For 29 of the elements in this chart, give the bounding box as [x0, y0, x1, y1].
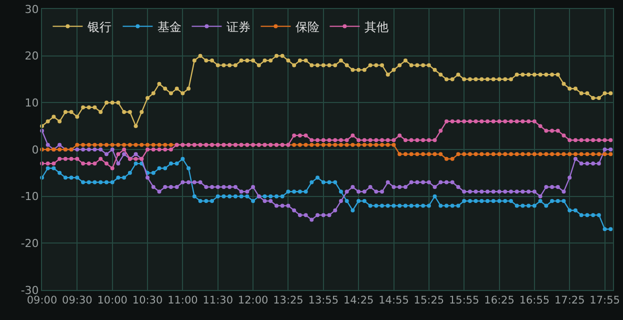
y-tick-label: 10	[24, 96, 39, 110]
legend-label: 其他	[364, 20, 389, 34]
legend-label: 银行	[86, 20, 112, 34]
y-tick-label: -10	[20, 190, 39, 204]
x-tick-label: 13:25	[273, 294, 304, 307]
x-tick-label: 14:25	[343, 294, 374, 307]
x-tick-label: 14:55	[378, 294, 409, 307]
x-tick-label: 12:00	[238, 294, 268, 307]
x-tick-label: 11:30	[202, 294, 234, 307]
y-tick-label: 0	[32, 143, 39, 156]
x-tick-label: 16:55	[519, 294, 550, 307]
x-tick-label: 10:00	[97, 294, 128, 307]
x-tick-label: 13:55	[308, 294, 339, 307]
legend-label: 基金	[158, 20, 182, 34]
x-tick-label: 15:25	[414, 294, 444, 307]
y-tick-label: 20	[24, 50, 39, 63]
y-tick-label: -30	[20, 284, 39, 297]
x-tick-label: 17:55	[590, 294, 620, 307]
x-tick-label: 10:30	[132, 294, 163, 307]
x-tick-label: 15:55	[448, 294, 480, 307]
legend-label: 保险	[296, 20, 320, 34]
legend-label: 证券	[226, 20, 251, 34]
y-tick-label: -20	[20, 237, 39, 250]
x-tick-label: 17:25	[554, 294, 585, 307]
x-tick-label: 09:00	[26, 294, 58, 307]
y-tick-label: 30	[24, 2, 39, 16]
x-tick-label: 11:00	[168, 294, 198, 307]
x-tick-label: 09:30	[62, 294, 92, 307]
x-tick-label: 16:25	[484, 294, 514, 307]
